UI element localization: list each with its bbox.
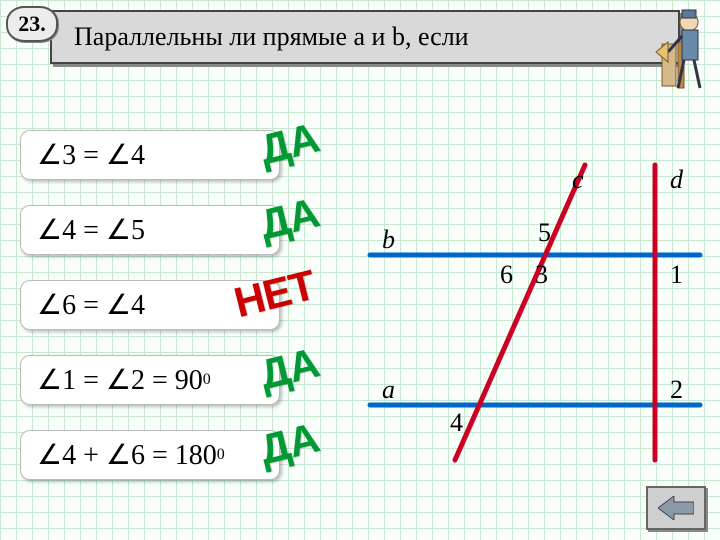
condition-expr: ∠1 = ∠2 = 90 (37, 363, 203, 397)
diagram-label-n3: 3 (535, 260, 548, 290)
prev-button[interactable] (646, 486, 706, 530)
diagram-label-n6: 6 (500, 260, 513, 290)
diagram-label-b: b (382, 225, 395, 255)
diagram-label-n4: 4 (450, 408, 463, 438)
degree-sup: 0 (217, 446, 225, 464)
problem-number-badge: 23. (6, 6, 58, 42)
title-text: Параллельны ли прямые a и b, если (74, 22, 469, 52)
diagram-label-c: c (572, 165, 584, 195)
diagram-label-n1: 1 (670, 260, 683, 290)
diagram-label-n2: 2 (670, 375, 683, 405)
diagram-label-a: a (382, 375, 395, 405)
condition-expr: ∠4 + ∠6 = 180 (37, 438, 217, 472)
diagram-label-d: d (670, 165, 683, 195)
condition-5[interactable]: ∠4 + ∠6 = 1800 (20, 430, 280, 480)
drafter-illustration (654, 2, 714, 102)
condition-1[interactable]: ∠3 = ∠4 (20, 130, 280, 180)
diagram-label-n5: 5 (538, 218, 551, 248)
condition-expr: ∠6 = ∠4 (37, 288, 145, 322)
condition-expr: ∠3 = ∠4 (37, 138, 145, 172)
condition-2[interactable]: ∠4 = ∠5 (20, 205, 280, 255)
condition-4[interactable]: ∠1 = ∠2 = 900 (20, 355, 280, 405)
condition-expr: ∠4 = ∠5 (37, 213, 145, 247)
geometry-diagram: bacd563142 (370, 170, 700, 460)
title-bar: Параллельны ли прямые a и b, если (50, 10, 680, 64)
degree-sup: 0 (203, 371, 211, 389)
problem-number: 23. (18, 11, 46, 37)
arrow-left-icon (658, 496, 694, 520)
